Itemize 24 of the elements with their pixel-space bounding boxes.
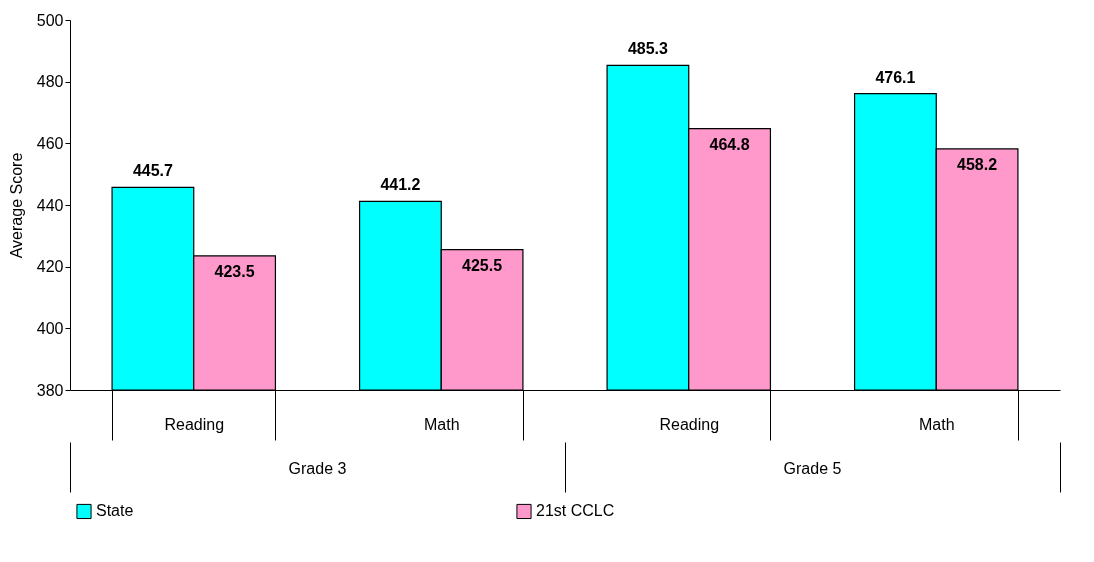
x-tick-label: Reading bbox=[659, 415, 720, 433]
data-label: 441.2 bbox=[380, 176, 421, 194]
y-tick-label: 380 bbox=[36, 381, 64, 399]
data-label: 423.5 bbox=[214, 262, 255, 280]
text: Grade 5 bbox=[783, 460, 842, 477]
y-tick-label: 500 bbox=[36, 11, 64, 29]
y-tick-label: 480 bbox=[36, 73, 64, 91]
data-label: 445.7 bbox=[132, 162, 174, 180]
x-tick-label: Reading bbox=[164, 415, 225, 433]
data-label: 476.1 bbox=[875, 68, 916, 86]
legend-label: 21st CCLC bbox=[536, 502, 615, 520]
y-tick-label: 420 bbox=[36, 258, 64, 276]
data-label: 425.5 bbox=[462, 256, 503, 274]
x-tick-label: Math bbox=[423, 415, 460, 433]
y-tick-label: 460 bbox=[36, 134, 64, 152]
text: Grade 3 bbox=[288, 460, 347, 477]
x-tick-label: Math bbox=[918, 415, 955, 433]
data-label: 464.8 bbox=[709, 135, 750, 153]
y-axis-title: Average Score bbox=[7, 152, 25, 259]
data-label: 485.3 bbox=[627, 40, 669, 58]
y-tick-label: 440 bbox=[36, 196, 64, 214]
y-tick-label: 400 bbox=[36, 319, 64, 337]
data-label: 458.2 bbox=[957, 155, 998, 173]
legend-label: State bbox=[96, 502, 134, 520]
